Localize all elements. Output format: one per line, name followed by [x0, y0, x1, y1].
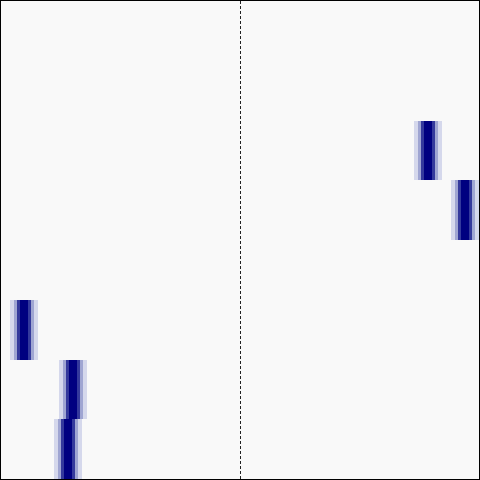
lane-1 — [1, 1, 479, 61]
marker[interactable] — [59, 359, 88, 420]
lane-8 — [1, 419, 479, 479]
marker-core — [460, 180, 469, 240]
lane-4 — [1, 180, 479, 240]
lane-7 — [1, 359, 479, 420]
marker-core — [19, 299, 28, 360]
center-divider — [240, 1, 241, 479]
marker[interactable] — [450, 180, 479, 240]
lane-6 — [1, 299, 479, 360]
lane-2 — [1, 61, 479, 121]
marker-core — [69, 359, 78, 420]
marker[interactable] — [9, 299, 38, 360]
marker-core — [63, 419, 72, 479]
lane-3 — [1, 120, 479, 181]
marker[interactable] — [413, 120, 442, 181]
marker[interactable] — [53, 419, 82, 479]
lane-5 — [1, 240, 479, 300]
marker-core — [423, 120, 432, 181]
